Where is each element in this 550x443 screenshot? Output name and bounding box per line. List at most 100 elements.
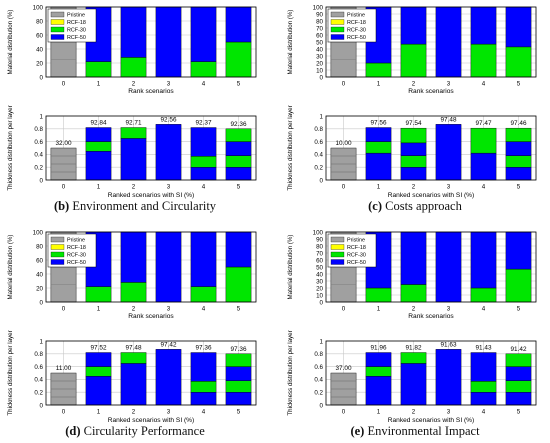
material-chart-b-frame: [45, 6, 257, 78]
material-chart-e-xtick-label: 4: [482, 306, 486, 313]
thickness-chart-b-layer-rcf50: [190, 166, 217, 181]
thickness-chart-d-ytick-label: 0: [40, 402, 44, 409]
thickness-chart-c-layer-rcf50: [470, 152, 497, 181]
thickness-chart-e-si-label: 37.00: [336, 365, 352, 372]
material-chart-d-legend-label: RCF-18: [67, 245, 86, 251]
material-chart-b-bar-rcf-30: [120, 57, 147, 78]
material-chart-c-ytick-label: 80: [316, 18, 323, 25]
caption-b-text: Environment and Circularity: [72, 199, 217, 213]
material-chart-c-bar-rcf-30: [400, 43, 427, 78]
caption-e-text: Environmental Impact: [367, 424, 480, 438]
material-chart-b-xtick-label: 3: [167, 81, 171, 88]
material-chart-b-ytick-label: 80: [36, 18, 43, 25]
material-chart-d-legend-label: RCF-30: [67, 253, 86, 259]
thickness-chart-d-ytick-label: 0.6: [34, 364, 43, 371]
thickness-chart-b-layer-rcf30: [225, 128, 252, 142]
material-chart-c-ytick-label: 30: [316, 53, 323, 60]
thickness-chart-d-xtick-label: 5: [237, 409, 241, 416]
material-chart-c-ylabel: Material distribution (%): [287, 10, 294, 75]
material-chart-b-xtick-label: 4: [202, 81, 206, 88]
material-chart-c-ytick-label: 90: [316, 11, 323, 18]
material-chart-d-bar-rcf-50: [225, 231, 252, 268]
material-chart-b-ytick-label: 20: [36, 60, 43, 67]
thickness-chart-e-xtick-label: 2: [412, 409, 416, 416]
thickness-chart-e-xlabel: Ranked scenarios with SI (%): [388, 417, 475, 424]
thickness-chart-c-ytick-label: 0: [320, 177, 324, 184]
material-chart-e-ytick-label: 30: [316, 278, 323, 285]
material-chart-e-legend-swatch: [330, 236, 345, 243]
thickness-chart-d-layer-rcf50: [155, 349, 182, 406]
material-chart-e-legend-label: Pristine: [347, 238, 365, 244]
thickness-chart-e-si-label: 91.96: [371, 345, 387, 352]
material-chart-c-xtick-label: 1: [377, 81, 381, 88]
material-chart-e-bar-rcf-30: [400, 284, 427, 303]
material-chart-c-ytick-label: 10: [316, 67, 323, 74]
material-chart-d-bar-rcf-30: [225, 266, 252, 303]
material-chart-d-ytick-label: 40: [36, 271, 43, 278]
thickness-chart-b-layer-rcf30: [190, 156, 217, 168]
thickness-chart-d-si-label: 97.48: [126, 345, 142, 352]
caption-e: (e) Environmental Impact: [285, 424, 545, 439]
thickness-chart-d-xtick-label: 3: [167, 409, 171, 416]
material-chart-c-legend-swatch: [330, 11, 345, 18]
thickness-chart-c-ytick-label: 0.8: [314, 126, 323, 133]
material-chart-c-bar-rcf-30: [470, 43, 497, 78]
material-chart-e-legend-label: RCF-50: [347, 260, 366, 266]
thickness-chart-e-layer-rcf50: [505, 366, 532, 381]
thickness-chart-d-xlabel: Ranked scenarios with SI (%): [108, 417, 195, 424]
thickness-chart-c-xtick-label: 3: [447, 184, 451, 191]
thickness-chart-b-xtick-label: 5: [237, 184, 241, 191]
thickness-chart-e-layer-rcf30: [505, 353, 532, 367]
thickness-chart-b-ytick-label: 0.8: [34, 126, 43, 133]
material-chart-b-xlabel: Rank scenarios: [128, 88, 174, 95]
thickness-chart-d-layer-rcf30: [225, 380, 252, 393]
material-chart-c-frame: [325, 6, 537, 78]
material-chart-c-legend-label: Pristine: [347, 13, 365, 19]
material-chart-d-xtick-label: 3: [167, 306, 171, 313]
thickness-chart-b-layer-rcf50: [120, 138, 147, 181]
thickness-chart-c-layer-rcf50: [365, 127, 392, 142]
thickness-chart-d-ylabel: Thickness distribution per layer: [7, 330, 14, 415]
material-chart-b-bar-rcf-30: [225, 41, 252, 78]
material-chart-e-ytick-label: 80: [316, 243, 323, 250]
material-chart-e-legend-swatch: [330, 244, 345, 250]
material-chart-c-ytick-label: 60: [316, 32, 323, 39]
material-chart-d-legend-swatch: [50, 251, 65, 258]
thickness-chart-b-layer-rcf30: [120, 127, 147, 139]
thickness-chart-e-ylabel: Thickness distribution per layer: [287, 330, 294, 415]
thickness-chart-e-ytick-label: 0.6: [314, 364, 323, 371]
thickness-chart-e-layer-rcf50: [470, 352, 497, 382]
material-chart-c-xlabel: Rank scenarios: [408, 88, 454, 95]
material-chart-c-bar-rcf-50: [470, 6, 497, 45]
thickness-chart-d-ytick-label: 0.4: [34, 377, 43, 384]
material-chart-d-frame: [45, 231, 257, 303]
material-chart-c-legend-swatch: [330, 19, 345, 25]
material-chart-b-legend-swatch: [50, 11, 65, 18]
thickness-chart-c-xtick-label: 1: [377, 184, 381, 191]
thickness-chart-d-layer-rcf50: [190, 352, 217, 382]
thickness-chart-c-layer-rcf30: [400, 155, 427, 168]
thickness-chart-d-layer-rcf50: [120, 363, 147, 406]
material-chart-d-bar-rcf-30: [85, 286, 112, 303]
thickness-chart-b-ytick-label: 0.6: [34, 139, 43, 146]
thickness-chart-e-layer-rcf50: [505, 392, 532, 406]
thickness-chart-d-layer-rcf30: [190, 381, 217, 393]
thickness-chart-c-layer-rcf30: [505, 127, 532, 142]
material-chart-b-legend-label: RCF-30: [67, 28, 86, 34]
thickness-chart-d-layer-rcf50: [85, 376, 112, 406]
caption-c: (c) Costs approach: [285, 199, 545, 214]
material-chart-e-ytick-label: 0: [320, 299, 324, 306]
material-chart-b-ytick-label: 100: [33, 4, 44, 11]
material-chart-c-xtick-label: 3: [447, 81, 451, 88]
material-chart-b-bar-rcf-50: [155, 6, 182, 78]
thickness-chart-e-si-label: 91.42: [511, 346, 527, 353]
material-chart-d-xtick-label: 5: [237, 306, 241, 313]
thickness-chart-b-layer-rcf50: [225, 166, 252, 181]
material-chart-d-bar-rcf-30: [190, 286, 217, 303]
material-chart-b-bar-rcf-30: [85, 61, 112, 78]
material-chart-c-xtick-label: 4: [482, 81, 486, 88]
thickness-chart-b-xtick-label: 3: [167, 184, 171, 191]
material-chart-d-legend-label: Pristine: [67, 238, 85, 244]
thickness-chart-e-layer-rcf50: [365, 352, 392, 367]
